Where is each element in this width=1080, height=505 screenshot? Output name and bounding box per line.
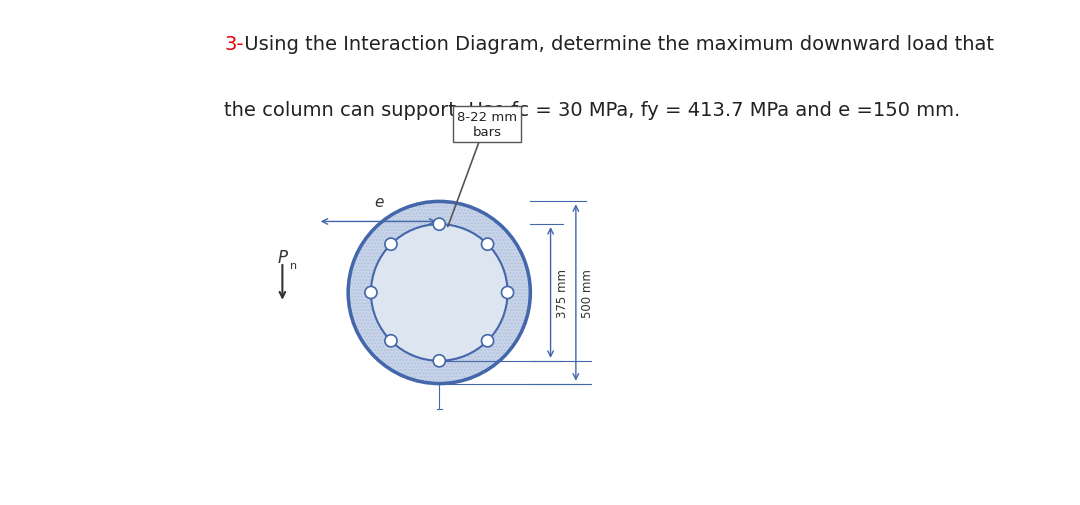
Text: P: P <box>278 248 287 267</box>
Circle shape <box>433 219 445 231</box>
Circle shape <box>482 335 494 347</box>
Text: 500 mm: 500 mm <box>581 269 594 317</box>
Circle shape <box>348 202 530 384</box>
Circle shape <box>370 225 508 361</box>
Circle shape <box>365 287 377 299</box>
Circle shape <box>501 287 514 299</box>
Circle shape <box>433 355 445 367</box>
Text: n: n <box>291 260 297 270</box>
Text: the column can support. Use fc = 30 MPa, fy = 413.7 MPa and e =150 mm.: the column can support. Use fc = 30 MPa,… <box>225 101 960 120</box>
Circle shape <box>482 239 494 251</box>
Text: 8-22 mm
bars: 8-22 mm bars <box>457 111 517 139</box>
Text: 3-: 3- <box>225 35 244 55</box>
Circle shape <box>384 239 397 251</box>
Text: Using the Interaction Diagram, determine the maximum downward load that: Using the Interaction Diagram, determine… <box>239 35 995 55</box>
Circle shape <box>384 335 397 347</box>
Text: 375 mm: 375 mm <box>555 269 569 317</box>
Text: e: e <box>374 194 383 210</box>
